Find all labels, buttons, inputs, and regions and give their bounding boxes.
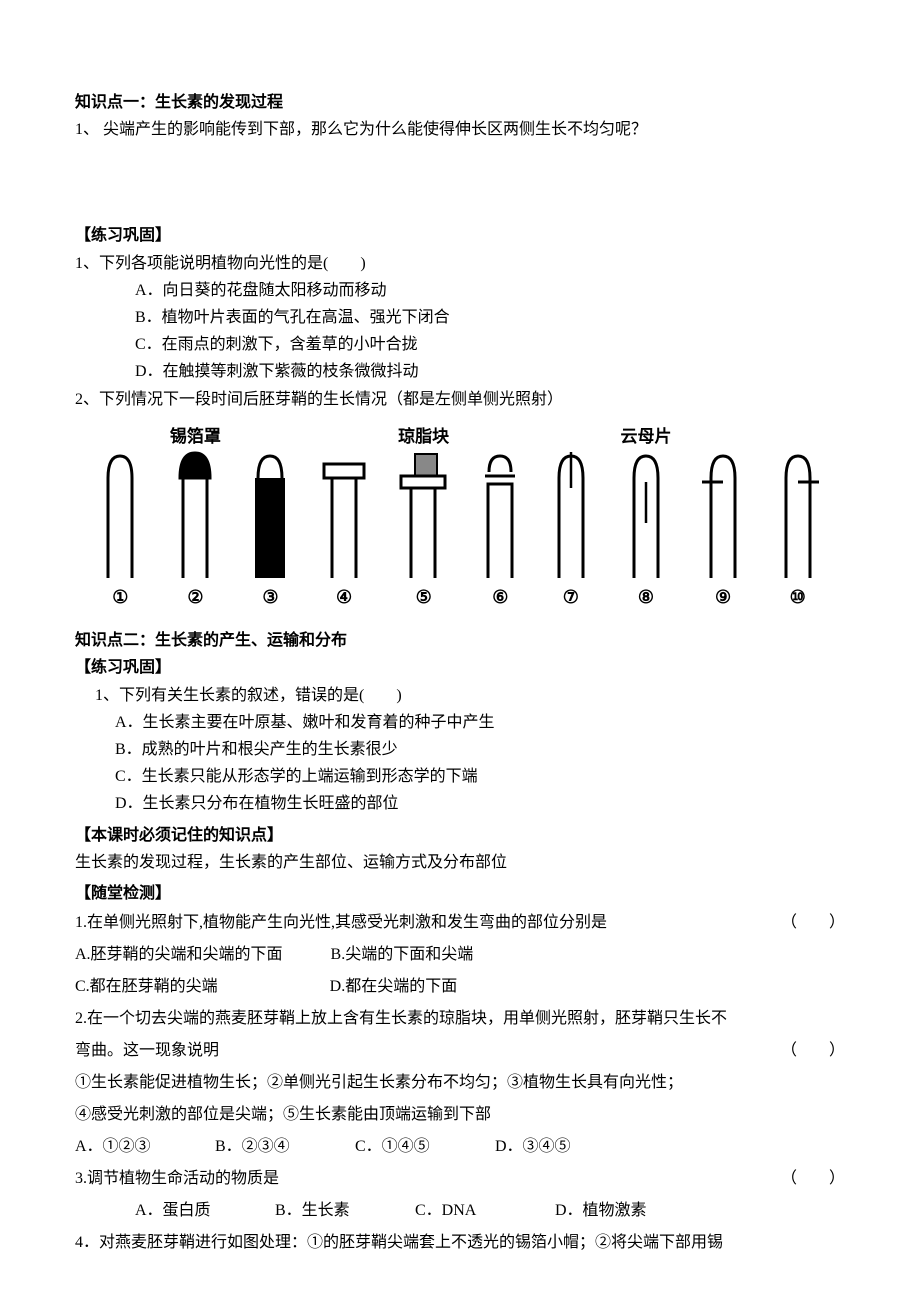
quiz-q2-line2: 弯曲。这一现象说明 （ ） — [75, 1035, 845, 1067]
num-5: ⑤ — [416, 582, 432, 613]
section2-header: 知识点二：生长素的产生、运输和分布 — [75, 627, 845, 654]
mica-label: 云母片 — [620, 423, 671, 445]
quiz-q2-line4: ④感受光刺激的部位是尖端；⑤生长素能由顶端运输到下部 — [75, 1099, 845, 1131]
practice2-q1-stem: 1、下列有关生长素的叙述，错误的是( ) — [75, 682, 845, 709]
quiz-q2-line3: ①生长素能促进植物生长；②单侧光引起生长素分布不均匀；③植物生长具有向光性； — [75, 1067, 845, 1099]
section1-header: 知识点一：生长素的发现过程 — [75, 89, 845, 116]
quiz-q1-blank: （ ） — [781, 907, 845, 939]
num-3: ③ — [262, 582, 278, 613]
practice1-q2-stem: 2、下列情况下一段时间后胚芽鞘的生长情况（都是左侧单侧光照射） — [75, 386, 845, 413]
quiz-q2-optc: C．①④⑤ — [355, 1131, 495, 1163]
coleoptile-8: 云母片 ⑧ — [620, 423, 671, 613]
tinfoil-label: 锡箔罩 — [170, 423, 221, 445]
practice2-q1-optc: C．生长素只能从形态学的上端运输到形态学的下端 — [75, 763, 845, 790]
mustknow-header: 【本课时必须记住的知识点】 — [75, 822, 845, 849]
coleoptile-4: ④ — [320, 423, 368, 613]
num-6: ⑥ — [492, 582, 508, 613]
quiz-q3-blank: （ ） — [781, 1163, 845, 1195]
practice2-q1-optb: B．成熟的叶片和根尖产生的生长素很少 — [75, 736, 845, 763]
mustknow-content: 生长素的发现过程，生长素的产生部位、运输方式及分布部位 — [75, 849, 845, 876]
num-8: ⑧ — [638, 582, 654, 613]
coleoptile-1: ① — [99, 423, 141, 613]
coleoptile-9: ⑨ — [700, 423, 746, 613]
quiz-q3-stem-text: 3.调节植物生命活动的物质是 — [75, 1163, 279, 1195]
quiz-q2-optd: D．③④⑤ — [495, 1131, 635, 1163]
coleoptile-diagram: ① 锡箔罩 ② ③ ④ — [75, 413, 845, 618]
practice1-q1-stem: 1、下列各项能说明植物向光性的是( ) — [75, 250, 845, 277]
practice1-q1-opta: A．向日葵的花盘随太阳移动而移动 — [75, 277, 845, 304]
practice2-header: 【练习巩固】 — [75, 654, 845, 681]
coleoptile-6: ⑥ — [479, 423, 521, 613]
quiz-q3-stem: 3.调节植物生命活动的物质是 （ ） — [75, 1163, 845, 1195]
coleoptile-3: ③ — [249, 423, 291, 613]
quiz-q1-line2: A.胚芽鞘的尖端和尖端的下面 B.尖端的下面和尖端 — [75, 939, 845, 971]
quiz-q2-line1: 2.在一个切去尖端的燕麦胚芽鞘上放上含有生长素的琼脂块，用单侧光照射，胚芽鞘只生… — [75, 1003, 845, 1035]
quiz-q2-opta: A．①②③ — [75, 1131, 215, 1163]
practice1-header: 【练习巩固】 — [75, 222, 845, 249]
quiz-q2-blank: （ ） — [781, 1035, 845, 1067]
quiz-q1-stem-text: 1.在单侧光照射下,植物能产生向光性,其感受光刺激和发生弯曲的部位分别是 — [75, 907, 607, 939]
quiz-q1-stem: 1.在单侧光照射下,植物能产生向光性,其感受光刺激和发生弯曲的部位分别是 （ ） — [75, 907, 845, 939]
practice2-q1-optd: D．生长素只分布在植物生长旺盛的部位 — [75, 790, 845, 817]
practice1-q1-optd: D．在触摸等刺激下紫薇的枝条微微抖动 — [75, 358, 845, 385]
num-2: ② — [187, 582, 203, 613]
quiz-q3-optd: D．植物激素 — [555, 1195, 695, 1227]
num-10: ⑩ — [790, 582, 806, 613]
num-1: ① — [112, 582, 128, 613]
practice2-q1-opta: A．生长素主要在叶原基、嫩叶和发育着的种子中产生 — [75, 709, 845, 736]
quiz-q3-optb: B．生长素 — [275, 1195, 415, 1227]
quiz-q2-line2-left: 弯曲。这一现象说明 — [75, 1035, 219, 1067]
practice1-q1-optc: C．在雨点的刺激下，含羞草的小叶合拢 — [75, 331, 845, 358]
quiz-q3-opta: A．蛋白质 — [135, 1195, 275, 1227]
agar-label: 琼脂块 — [398, 423, 449, 445]
num-7: ⑦ — [563, 582, 579, 613]
quiz-q2-optb: B．②③④ — [215, 1131, 355, 1163]
coleoptile-5: 琼脂块 ⑤ — [397, 423, 451, 613]
coleoptile-7: ⑦ — [550, 423, 592, 613]
quiz-q3-optc: C．DNA — [415, 1195, 555, 1227]
coleoptile-2: 锡箔罩 ② — [170, 423, 221, 613]
blank-space — [75, 143, 845, 218]
quiz-q2-options: A．①②③ B．②③④ C．①④⑤ D．③④⑤ — [75, 1131, 845, 1163]
coleoptile-10: ⑩ — [775, 423, 821, 613]
quiz-header: 【随堂检测】 — [75, 880, 845, 907]
section1-q1: 1、 尖端产生的影响能传到下部，那么它为什么能使得伸长区两侧生长不均匀呢？ — [75, 116, 845, 143]
num-4: ④ — [336, 582, 352, 613]
practice1-q1-optb: B．植物叶片表面的气孔在高温、强光下闭合 — [75, 304, 845, 331]
num-9: ⑨ — [715, 582, 731, 613]
quiz-q1-line3: C.都在胚芽鞘的尖端 D.都在尖端的下面 — [75, 971, 845, 1003]
quiz-q4-line1: 4．对燕麦胚芽鞘进行如图处理：①的胚芽鞘尖端套上不透光的锡箔小帽；②将尖端下部用… — [75, 1227, 845, 1259]
quiz-q3-options: A．蛋白质 B．生长素 C．DNA D．植物激素 — [75, 1195, 845, 1227]
